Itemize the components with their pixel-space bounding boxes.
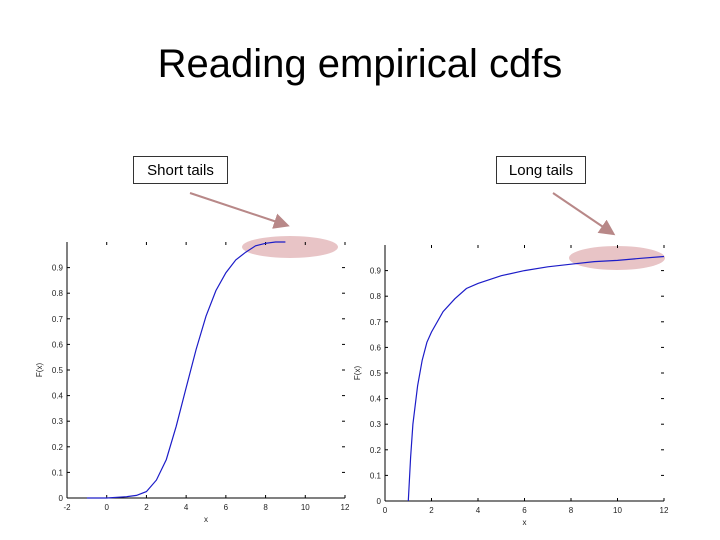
- y-tick-label: 0.9: [52, 264, 64, 273]
- x-tick-label: 0: [383, 506, 388, 515]
- slide-title: Reading empirical cdfs: [157, 42, 563, 86]
- y-tick-label: 0.1: [52, 468, 64, 477]
- y-tick-label: 0.6: [370, 343, 382, 352]
- chart-long-tails: 0 2 4 6 8 10 12 0 0.1 0.2 0.3 0.4 0.5 0.6 0.7 0.8 0.9 x F(…: [353, 245, 669, 527]
- y-tick-label: 0.4: [370, 395, 382, 404]
- y-axis-label: F(x): [35, 363, 44, 378]
- x-tick-label: 8: [263, 503, 268, 512]
- cdf-series-line: [86, 241, 286, 499]
- y-tick-label: 0.1: [370, 471, 382, 480]
- x-tick-label: 6: [522, 506, 527, 515]
- y-axis-label: F(x): [353, 366, 362, 381]
- y-tick-label: 0.2: [370, 446, 382, 455]
- x-tick-label: 6: [224, 503, 229, 512]
- x-tick-label: 10: [613, 506, 622, 515]
- callout-arrows: [189, 192, 616, 236]
- y-tick-label: 0.9: [370, 267, 382, 276]
- x-axis-label: x: [523, 518, 527, 527]
- y-tick-label: 0.2: [52, 443, 64, 452]
- x-tick-label: 4: [184, 503, 189, 512]
- callout-long-tails: Long tails: [496, 156, 586, 184]
- y-tick-label: 0.3: [370, 420, 382, 429]
- tail-highlight: [242, 236, 338, 258]
- x-axis-label: x: [204, 515, 208, 524]
- arrow-long-tails: [552, 192, 616, 236]
- y-tick-label: 0: [377, 497, 382, 506]
- y-tick-label: 0.5: [52, 366, 64, 375]
- y-tick-label: 0.4: [52, 392, 64, 401]
- x-tick-label: 4: [476, 506, 481, 515]
- x-tick-label: 12: [341, 503, 350, 512]
- x-tick-label: 10: [301, 503, 310, 512]
- y-tick-label: 0.7: [52, 315, 64, 324]
- y-tick-label: 0: [59, 494, 64, 503]
- x-tick-label: -2: [63, 503, 71, 512]
- cdf-series-line: [407, 255, 665, 502]
- x-tick-label: 12: [660, 506, 669, 515]
- y-tick-label: 0.6: [52, 340, 64, 349]
- chart-short-tails: -2 0 2 4 6 8 10 1200.10.20.30.40.50.60.70.80.9x…: [35, 236, 350, 524]
- y-tick-label: 0.3: [52, 417, 64, 426]
- y-tick-label: 0.8: [370, 292, 382, 301]
- callout-short-tails: Short tails: [133, 156, 228, 184]
- y-tick-label: 0.7: [370, 318, 382, 327]
- x-tick-label: 2: [144, 503, 149, 512]
- x-tick-label: 2: [429, 506, 434, 515]
- x-tick-label: 0: [104, 503, 109, 512]
- y-tick-label: 0.5: [370, 369, 382, 378]
- x-tick-label: 8: [569, 506, 574, 515]
- arrow-short-tails: [189, 192, 290, 229]
- y-tick-label: 0.8: [52, 289, 64, 298]
- tail-highlight: [569, 246, 665, 270]
